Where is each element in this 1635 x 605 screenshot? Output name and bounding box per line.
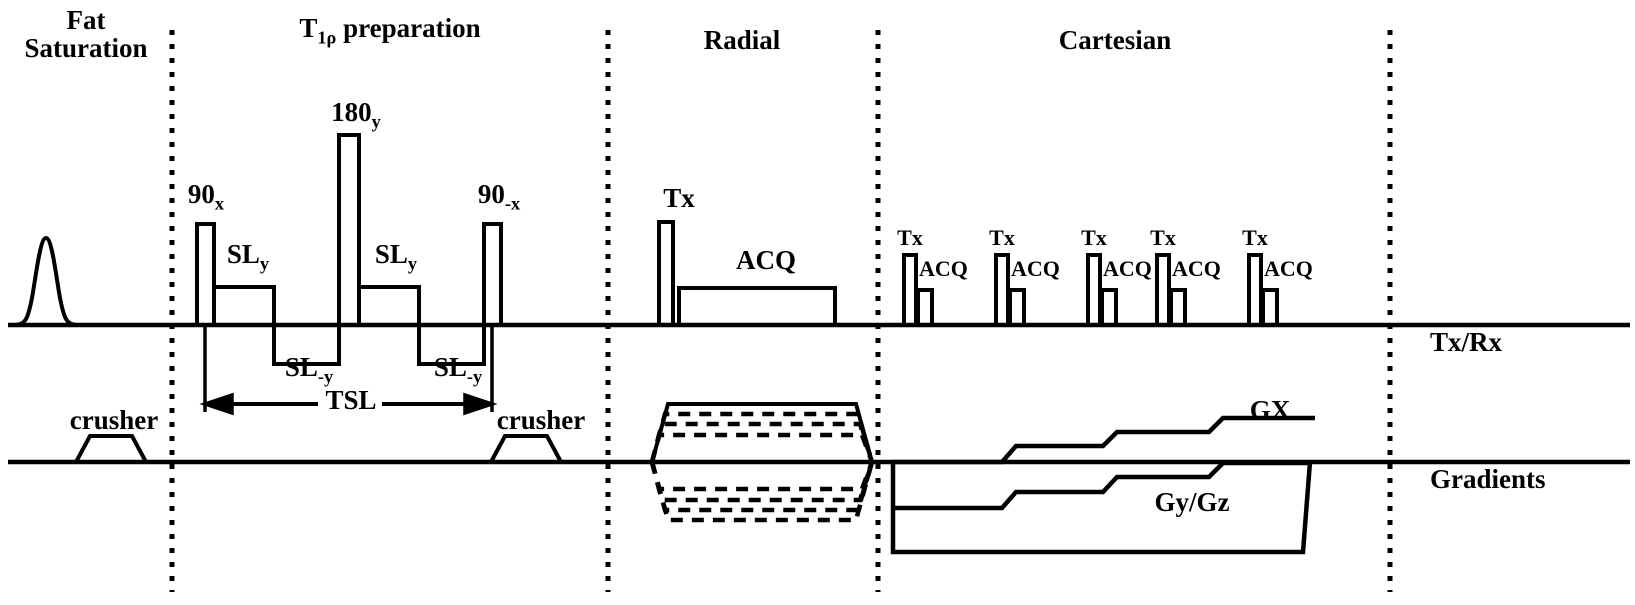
tsl-arrowhead-left xyxy=(199,392,234,416)
gaussian-fatsat-pulse xyxy=(13,235,79,327)
cartesian-acq-5 xyxy=(1261,288,1279,325)
axis-label-gradients: Gradients xyxy=(1430,464,1546,494)
cartesian-acq-label-4: ACQ xyxy=(1172,256,1221,281)
spinlock-sl-negy-1 xyxy=(272,325,341,366)
axis-label-txrx: Tx/Rx xyxy=(1430,327,1503,357)
gx-gradient-label: GX xyxy=(1249,395,1291,425)
radial-gradient-dashed-up-3 xyxy=(649,432,875,463)
crusher-gradient-2 xyxy=(489,434,563,463)
rf-label-90x-value: 90 xyxy=(187,179,215,209)
fat-saturation-line2: Saturation xyxy=(24,33,148,64)
cartesian-tx-label-1: Tx xyxy=(897,225,923,250)
cartesian-tx-5 xyxy=(1247,253,1263,325)
rf-label-180y: 180y xyxy=(331,98,381,132)
radial-gradient-dashed-up-2 xyxy=(649,421,875,463)
rf-label-sl-negy-1: SL-y xyxy=(285,353,333,387)
radial-gradient-fan xyxy=(649,402,875,523)
section-title-fat-saturation: Fat Saturation xyxy=(24,6,147,63)
tsl-arrowhead-right xyxy=(463,392,498,416)
fat-saturation-line1: Fat xyxy=(66,5,106,35)
cartesian-acq-label-1: ACQ xyxy=(919,256,968,281)
t1rho-rf-train xyxy=(195,133,503,366)
section-title-radial: Radial xyxy=(703,25,781,55)
rf-label-sly-2-value: SL xyxy=(374,239,408,269)
cartesian-tx-1 xyxy=(902,253,918,325)
radial-gradient-dashed-up-1 xyxy=(649,411,875,463)
cartesian-acq-1 xyxy=(916,288,934,325)
cartesian-acq-label-5: ACQ xyxy=(1264,256,1313,281)
section-title-t1rho-preparation: T1ρ preparation xyxy=(299,14,480,48)
radial-readout xyxy=(657,220,837,325)
cartesian-tx-3 xyxy=(1086,253,1102,325)
cartesian-gygz-staircase-top xyxy=(893,460,1310,511)
rf-label-sl-negy-2-value: SL xyxy=(433,352,467,382)
rf-label-90x: 90x xyxy=(188,180,224,214)
cartesian-tx-2 xyxy=(994,253,1010,325)
rf-label-90-negx-subscript: -x xyxy=(504,193,521,214)
rf-label-sl-negy-1-value: SL xyxy=(284,352,318,382)
rf-label-sly-1: SLy xyxy=(227,240,269,274)
rf-label-sly-2: SLy xyxy=(375,240,417,274)
radial-gradient-dashed-down-3 xyxy=(649,461,875,513)
rf-pulse-90x xyxy=(195,222,216,325)
cartesian-acq-label-3: ACQ xyxy=(1103,256,1152,281)
rf-label-90-negx: 90-x xyxy=(478,180,520,214)
tsl-bracket xyxy=(199,326,498,416)
rf-label-sl-negy-2-subscript: -y xyxy=(466,366,483,387)
rf-label-sly-2-subscript: y xyxy=(407,253,418,274)
crusher-gradient-1 xyxy=(74,434,148,463)
rf-pulse-90-x xyxy=(482,222,503,325)
rf-label-180y-subscript: y xyxy=(371,111,381,132)
spinlock-sly-2 xyxy=(359,285,421,325)
section-dividers xyxy=(169,30,1393,592)
radial-gradient-dashed-down-1 xyxy=(649,461,875,492)
rf-label-90-negx-value: 90 xyxy=(477,179,505,209)
cartesian-acq-label-2: ACQ xyxy=(1011,256,1060,281)
cartesian-acq-4 xyxy=(1169,288,1187,325)
cartesian-tx-label-2: Tx xyxy=(989,225,1015,250)
rf-label-sly-1-value: SL xyxy=(226,239,260,269)
radial-tx-pulse xyxy=(657,220,675,325)
t1rho-subscript: 1ρ xyxy=(317,27,337,48)
cartesian-tx-label-5: Tx xyxy=(1242,225,1268,250)
rf-pulse-180y xyxy=(337,133,361,325)
t1rho-prefix: T xyxy=(299,13,318,43)
radial-gradient-dashed-down-4 xyxy=(649,461,875,523)
radial-tx-label: Tx xyxy=(663,183,695,213)
crusher-gradients xyxy=(74,434,563,463)
spinlock-sly-1 xyxy=(214,285,276,325)
cartesian-acq-3 xyxy=(1100,288,1118,325)
cartesian-acq-2 xyxy=(1008,288,1026,325)
radial-acq-label: ACQ xyxy=(736,245,796,275)
tsl-label: TSL xyxy=(325,385,377,415)
rf-label-180y-value: 180 xyxy=(331,97,372,127)
spinlock-sl-negy-2 xyxy=(417,325,486,366)
radial-acq-window xyxy=(677,286,837,325)
cartesian-tx-4 xyxy=(1155,253,1171,325)
crusher-label-2: crusher xyxy=(496,405,586,435)
section-title-cartesian: Cartesian xyxy=(1058,25,1172,55)
crusher-label-1: crusher xyxy=(69,405,159,435)
radial-gradient-dashed-down-2 xyxy=(649,461,875,503)
gygz-gradient-label: Gy/Gz xyxy=(1154,487,1230,517)
cartesian-tx-label-3: Tx xyxy=(1081,225,1107,250)
rf-label-sl-negy-1-subscript: -y xyxy=(317,366,334,387)
rf-label-sl-negy-2: SL-y xyxy=(434,353,482,387)
cartesian-gx-gradient xyxy=(893,415,1315,465)
rf-label-90x-subscript: x xyxy=(214,193,225,214)
cartesian-readouts xyxy=(902,253,1279,325)
t1rho-suffix: preparation xyxy=(336,13,481,43)
rf-label-sly-1-subscript: y xyxy=(259,253,270,274)
cartesian-tx-label-4: Tx xyxy=(1150,225,1176,250)
